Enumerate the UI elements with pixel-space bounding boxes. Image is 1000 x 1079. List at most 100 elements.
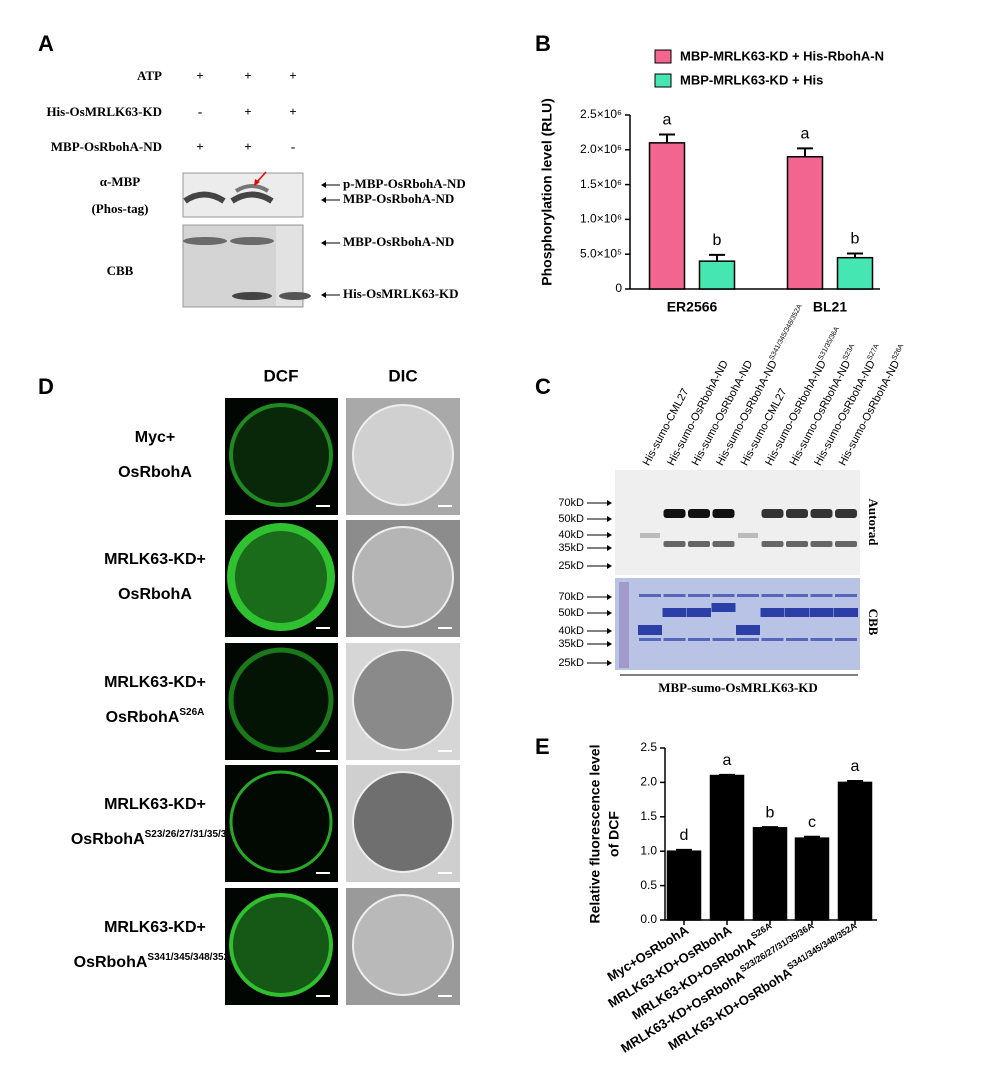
marker-label: 40kD [558,625,584,637]
band [785,608,809,617]
band [711,603,736,612]
significance-letter: b [766,804,775,821]
panel-label: D [38,374,54,399]
band [737,594,759,597]
row-label: Myc+ [135,429,175,446]
row-label: OsRbohAS26A [106,707,205,726]
bar [666,850,702,921]
row-label: MBP-OsRbohA-ND [51,139,162,154]
band [761,638,784,641]
cell-fluorescence [227,523,335,631]
y-tick-label: 2.0×10⁶ [580,142,622,156]
legend-swatch [654,49,672,64]
y-tick-label: 5.0×10⁵ [580,246,622,260]
cell-fluorescence [229,403,333,507]
y-tick-label: 2.0 [640,775,657,789]
cell-dic [352,526,454,628]
band [810,594,833,597]
band [835,509,857,518]
y-tick-label: 0 [615,281,622,295]
band [183,191,226,204]
arrow-head [607,532,612,538]
y-tick-label: 2.5 [640,740,657,754]
sign: + [244,139,251,154]
arrow-head [321,197,326,203]
y-tick-label: 1.0×10⁶ [580,212,622,226]
arrow-head [607,516,612,522]
band [230,191,274,204]
sign: + [244,104,251,119]
bar [752,827,788,921]
band [737,638,759,641]
enzyme-label: MBP-sumo-OsMRLK63-KD [658,680,818,695]
sign: - [291,139,295,154]
gel-side-label: CBB [866,609,881,636]
significance-letter: c [808,814,816,831]
cell-dic [352,404,454,506]
band [183,237,227,245]
band [662,608,687,617]
superscript: S26A [179,707,204,718]
significance-letter: a [851,758,860,775]
text-base: OsRbohA [106,709,180,726]
bar [837,781,873,921]
marker-label: 40kD [558,529,584,541]
superscript: S23A [842,343,856,362]
panel-label: E [535,734,550,759]
cell-fluorescence [229,770,333,874]
band [834,608,858,617]
band [786,594,808,597]
superscript: S27A [867,343,881,362]
arrow-head [607,641,612,647]
stain-label: CBB [107,263,134,278]
row-label: MRLK63-KD+ [104,919,206,936]
panel-label: B [535,31,551,56]
band [761,541,784,547]
error-bar [719,773,735,776]
band [835,594,857,597]
band [809,608,834,617]
row-label: ATP [137,68,162,83]
superscript: S23/26/27/31/35/36A [145,829,240,840]
error-bar [804,835,820,839]
y-tick-label: 1.5×10⁶ [580,177,622,191]
band [687,608,711,617]
band [688,541,710,547]
dcf-image [225,765,338,882]
x-tick-label: ER2566 [667,299,718,315]
band [712,541,735,547]
significance-letter: d [680,827,689,844]
error-bar [797,147,813,157]
legend-label: MBP-MRLK63-KD + His [680,72,823,87]
band-label: MBP-OsRbohA-ND [343,191,454,206]
band [738,533,758,538]
significance-letter: a [801,126,810,143]
band [760,608,785,617]
bar [648,142,686,290]
band [810,638,833,641]
band [234,184,270,193]
cell-fluorescence [229,893,333,997]
superscript: S341/345/348/352A [147,952,236,963]
error-bar [676,848,692,852]
band [810,509,833,518]
error-bar [847,252,863,258]
bar [836,256,874,290]
sign: - [198,104,202,119]
column-header: DCF [264,366,299,385]
bar [794,837,830,921]
band [663,638,686,641]
arrow-head [321,292,326,298]
superscript: S341/345/348/352A [769,303,804,361]
band-label: p-MBP-OsRbohA-ND [343,176,466,191]
marker-label: 25kD [558,560,584,572]
marker-label: 50kD [558,607,584,619]
cell-dic [352,771,454,873]
row-label: OsRbohAS341/345/348/352A [74,952,237,971]
dcf-image [225,888,338,1005]
row-label: OsRbohAS23/26/27/31/35/36A [71,829,239,848]
row-label: OsRbohA [118,586,192,603]
arrow-head [607,594,612,600]
bar [698,260,736,290]
band [663,541,686,547]
